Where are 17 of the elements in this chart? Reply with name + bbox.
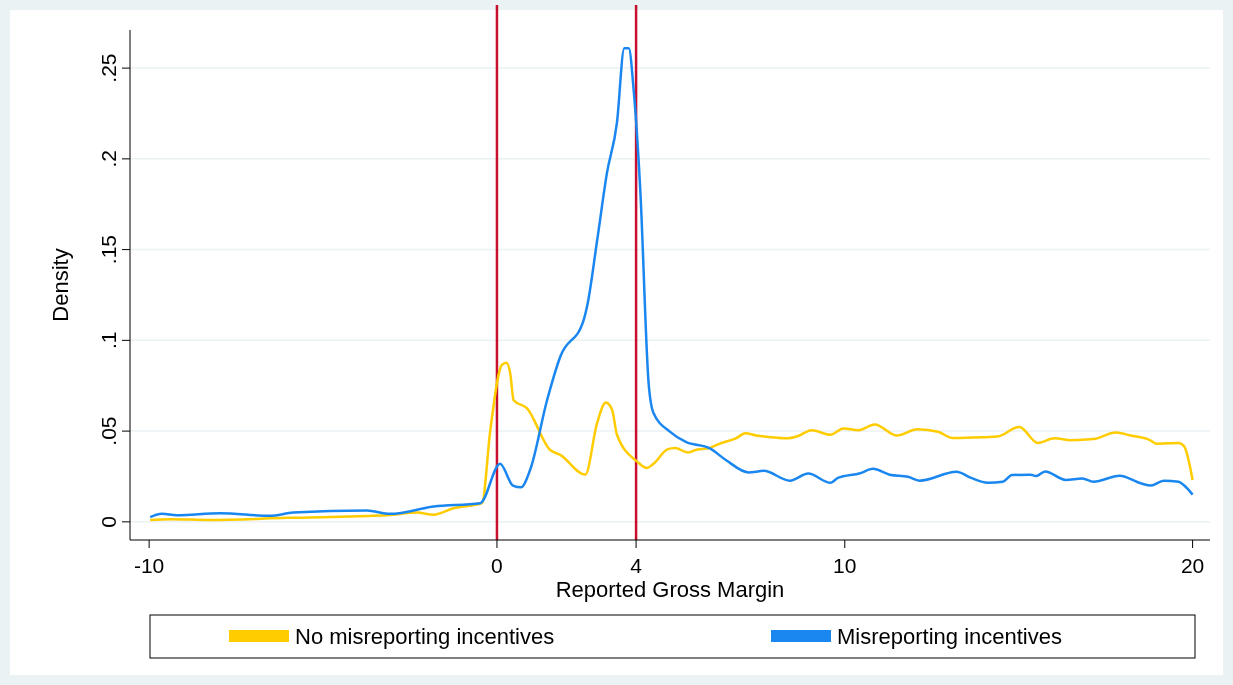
line-series (148, 361, 1194, 522)
x-axis-title: Reported Gross Margin (555, 577, 785, 602)
y-tick-label: .25 (97, 53, 120, 83)
y-tick-label: .1 (97, 331, 120, 350)
x-tick-label: 20 (1180, 554, 1205, 577)
legend-label: Misreporting incentives (837, 624, 1062, 649)
x-tick-label: -10 (133, 554, 165, 577)
x-tick-label: 10 (833, 554, 857, 577)
y-tick-label: .2 (97, 150, 120, 168)
y-tick-label: 0 (97, 516, 120, 528)
y-tick-label: .05 (97, 416, 120, 446)
line-series (148, 46, 1194, 519)
x-tick-label: 0 (491, 554, 503, 577)
x-tick-label: 4 (630, 554, 643, 577)
y-axis-title: Density (48, 248, 73, 322)
legend-label: No misreporting incentives (295, 624, 555, 649)
y-tick-label: .15 (97, 235, 120, 265)
